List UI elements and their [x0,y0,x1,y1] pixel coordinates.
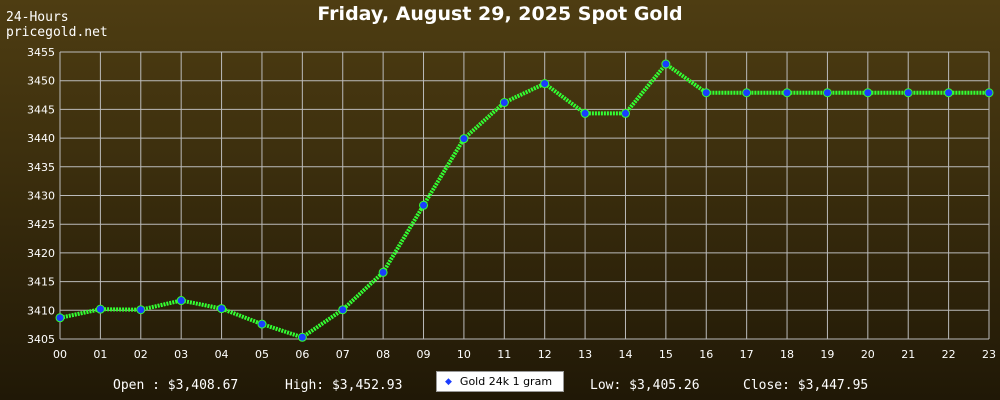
y-tick-label: 3440 [27,132,55,145]
y-tick-label: 3415 [27,276,55,289]
data-point-marker [499,98,509,108]
grid-lines [59,51,990,340]
x-tick-label: 12 [538,348,552,361]
site-name-label: pricegold.net [6,25,108,40]
x-tick-label: 02 [134,348,148,361]
data-point-marker [620,108,630,118]
y-tick-label: 3455 [27,46,55,59]
data-point-marker [742,88,752,98]
x-tick-label: 05 [255,348,269,361]
close-price: Close: $3,447.95 [743,378,869,393]
axis-tick-labels: 00 01 02 03 04 05 06 07 08 09 10 11 12 13 14 15 16 17 18 19… [27,46,996,361]
open-price: Open : $3,408.67 [113,378,239,393]
data-point-marker [95,304,105,314]
x-tick-label: 18 [780,348,794,361]
chart-title: Friday, August 29, 2025 Spot Gold [317,3,683,25]
data-point-marker [822,88,832,98]
data-point-marker [55,313,65,323]
data-point-marker [419,200,429,210]
y-tick-label: 3435 [27,161,55,174]
data-point-marker [459,134,469,144]
y-tick-label: 3420 [27,247,55,260]
x-tick-label: 06 [295,348,309,361]
data-point-marker [297,332,307,342]
low-price: Low: $3,405.26 [590,378,700,393]
legend-marker-icon: ◆ [445,376,452,387]
y-tick-label: 3425 [27,218,55,231]
data-point-marker [782,88,792,98]
y-tick-label: 3445 [27,103,55,116]
y-tick-label: 3410 [27,304,55,317]
price-series-line [59,62,989,340]
price-series-markers [55,59,994,342]
data-point-marker [217,304,227,314]
data-point-marker [863,88,873,98]
legend-label: Gold 24k 1 gram [459,375,553,388]
y-tick-label: 3405 [27,333,55,346]
y-tick-label: 3430 [27,190,55,203]
data-point-marker [661,59,671,69]
data-point-marker [984,88,994,98]
data-point-marker [136,305,146,315]
chart-legend: ◆ Gold 24k 1 gram [436,371,564,392]
x-tick-label: 14 [618,348,632,361]
x-tick-label: 08 [376,348,390,361]
data-point-marker [701,88,711,98]
data-point-marker [176,296,186,306]
data-point-marker [378,267,388,277]
x-tick-label: 20 [861,348,875,361]
x-tick-label: 07 [336,348,350,361]
x-tick-label: 09 [417,348,431,361]
x-tick-label: 22 [942,348,956,361]
x-tick-label: 19 [820,348,834,361]
x-tick-label: 03 [174,348,188,361]
x-tick-label: 00 [53,348,67,361]
x-tick-label: 23 [982,348,996,361]
x-tick-label: 04 [215,348,229,361]
x-tick-label: 01 [93,348,107,361]
data-point-marker [580,108,590,118]
chart-source-label: 24-Hours pricegold.net [6,10,108,40]
series-line [59,62,989,340]
timeframe-label: 24-Hours [6,10,69,25]
y-tick-label: 3450 [27,75,55,88]
x-tick-label: 21 [901,348,915,361]
x-tick-label: 11 [497,348,511,361]
data-point-marker [540,79,550,89]
data-point-marker [257,319,267,329]
x-tick-label: 13 [578,348,592,361]
x-tick-label: 15 [659,348,673,361]
data-point-marker [338,305,348,315]
data-point-marker [944,88,954,98]
high-price: High: $3,452.93 [285,378,403,393]
data-point-marker [903,88,913,98]
x-tick-label: 10 [457,348,471,361]
x-tick-label: 16 [699,348,713,361]
x-tick-label: 17 [740,348,754,361]
